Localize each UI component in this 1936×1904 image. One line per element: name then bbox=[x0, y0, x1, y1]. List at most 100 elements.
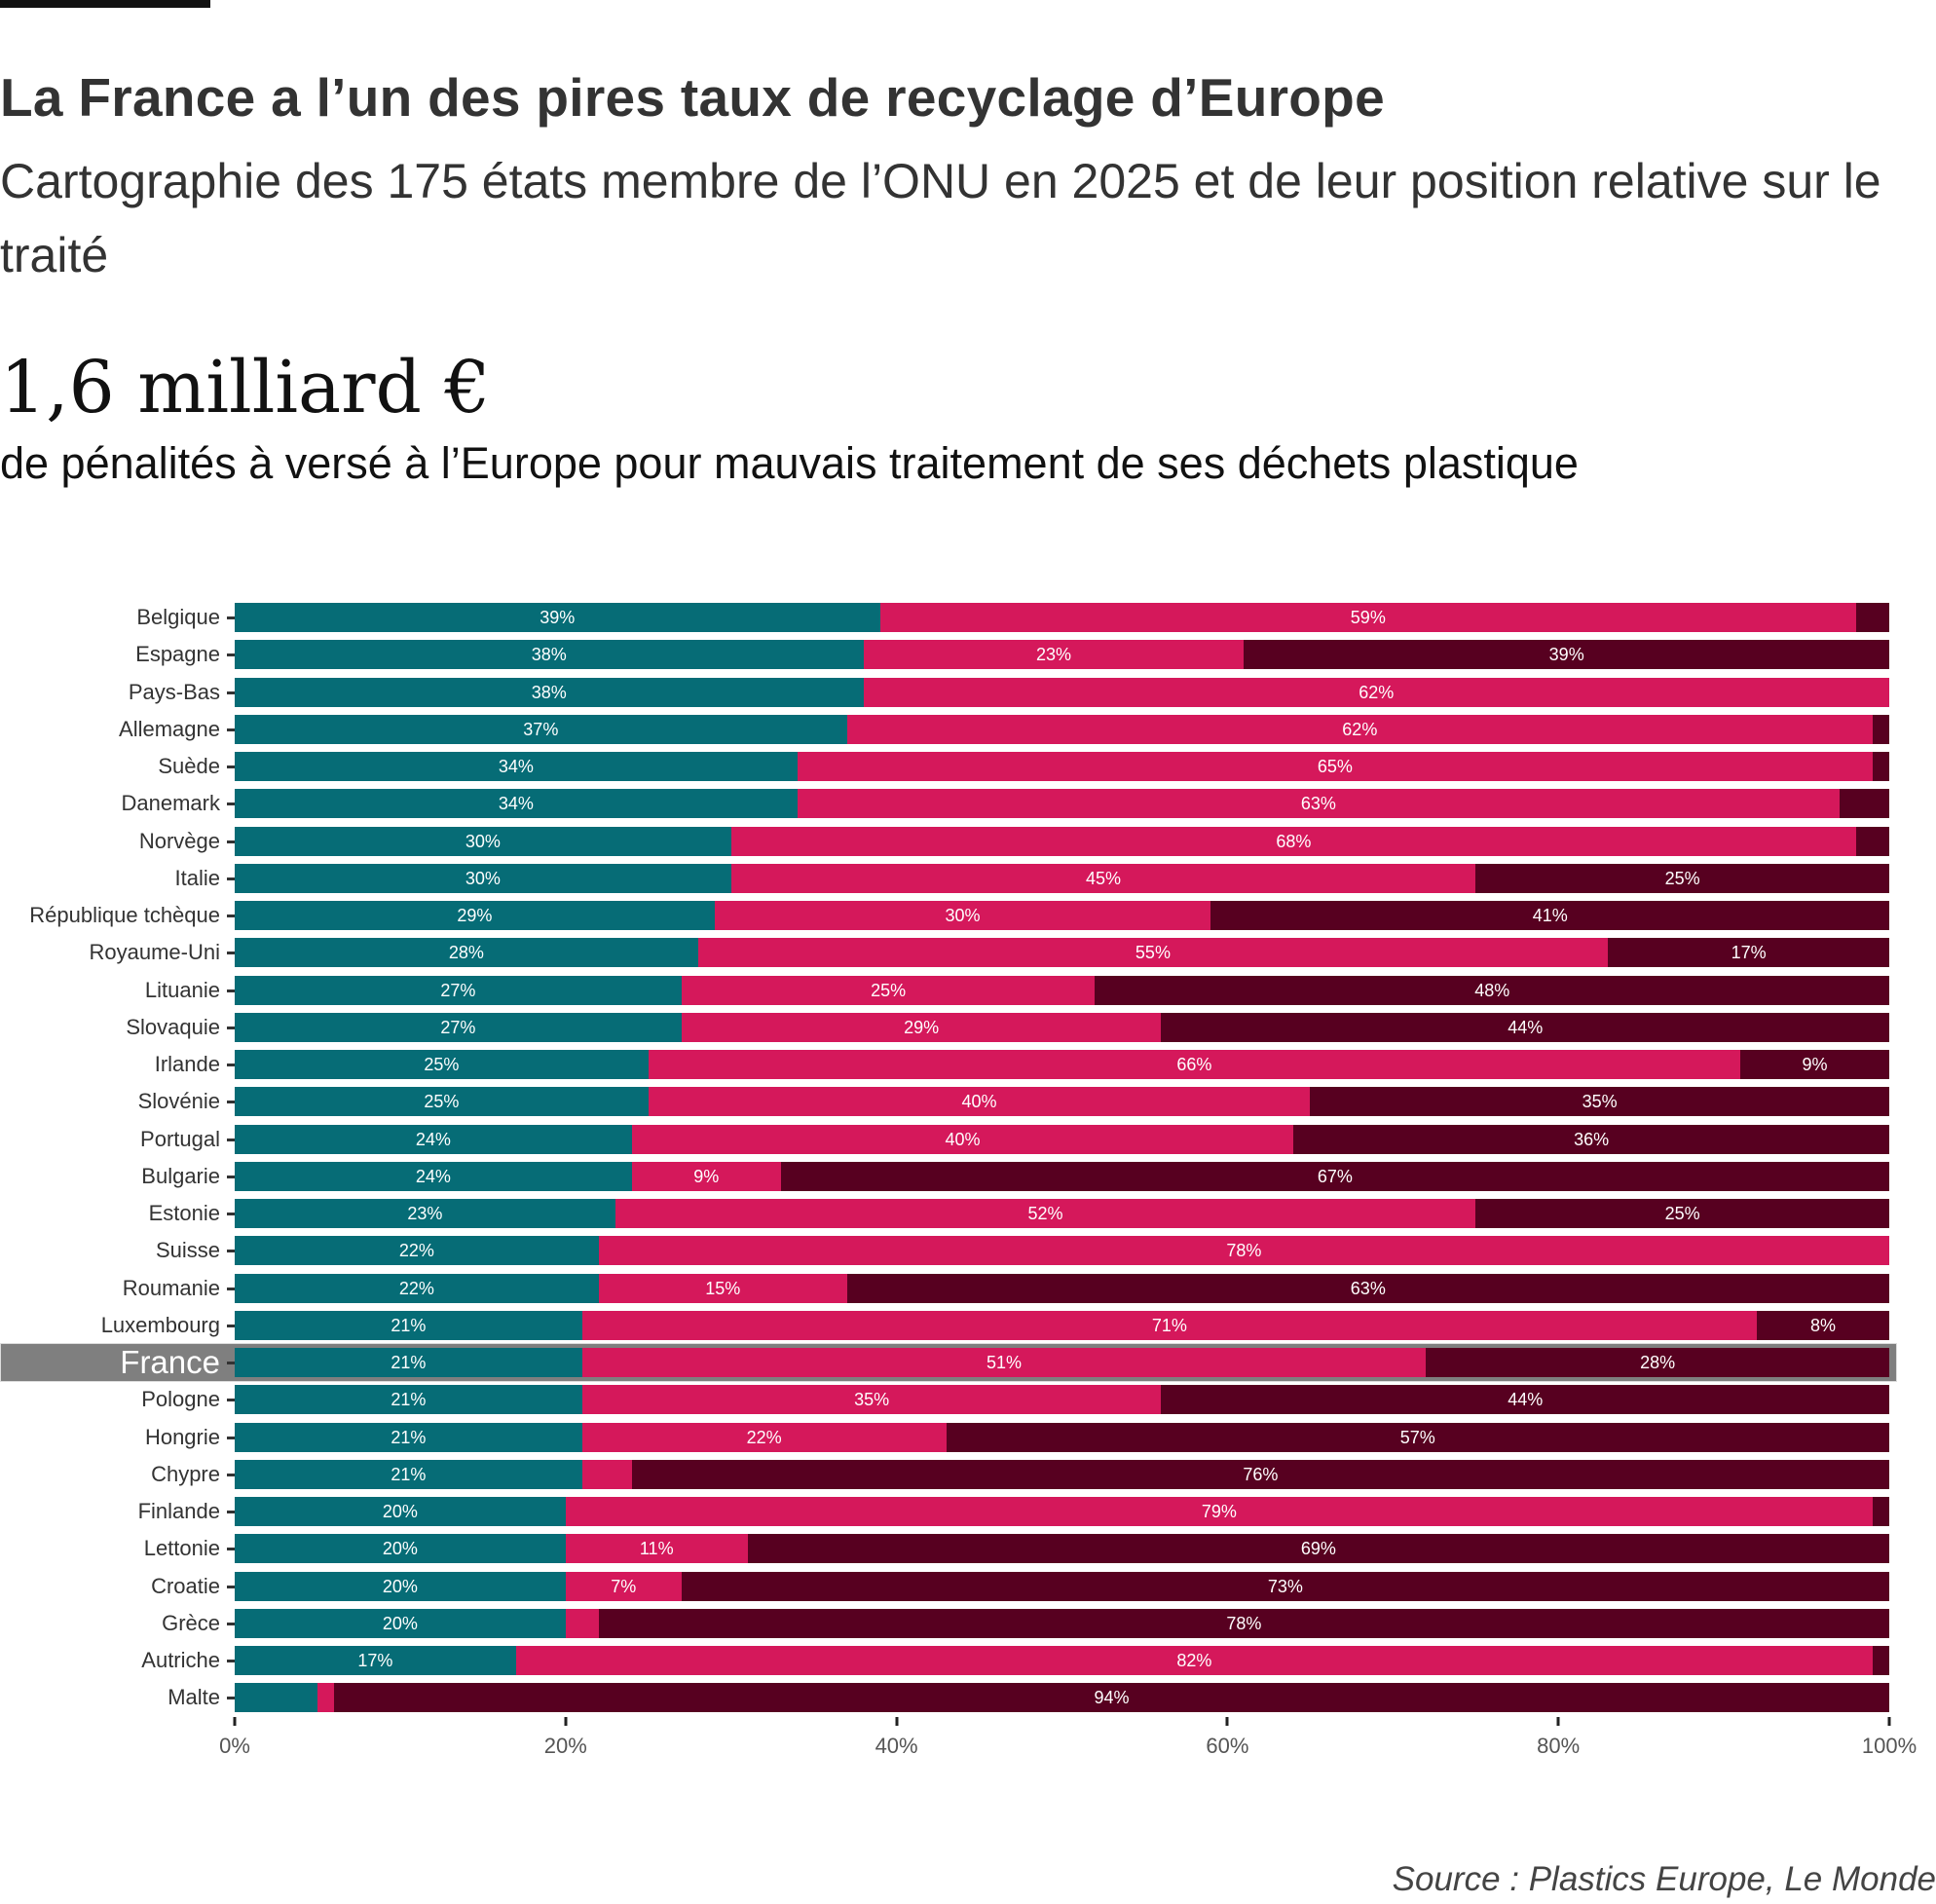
y-tick bbox=[227, 989, 235, 992]
bar-segment bbox=[1856, 603, 1889, 632]
bar-value-label: 9% bbox=[693, 1166, 720, 1186]
bar-value-label: 25% bbox=[424, 1055, 460, 1074]
bar-segment bbox=[316, 1683, 334, 1713]
y-tick bbox=[227, 1660, 235, 1662]
row-label: Pays-Bas bbox=[128, 679, 220, 704]
bar-segment bbox=[1095, 975, 1889, 1005]
x-tick bbox=[1887, 1717, 1891, 1726]
bar-value-label: 45% bbox=[1085, 868, 1121, 888]
bar-segment bbox=[648, 1087, 1311, 1117]
bar-value-label: 57% bbox=[1399, 1427, 1435, 1447]
bar-value-label: 66% bbox=[1176, 1055, 1212, 1074]
bar-segment bbox=[598, 1608, 1889, 1638]
bar-segment bbox=[235, 1534, 566, 1564]
bar-value-label: 15% bbox=[705, 1278, 741, 1298]
row-label: Estonie bbox=[148, 1201, 220, 1225]
bar-value-label: 62% bbox=[1342, 719, 1378, 739]
y-tick bbox=[227, 1101, 235, 1104]
row-label: Grèce bbox=[162, 1610, 220, 1635]
bar-segment bbox=[235, 1459, 582, 1489]
row-label: Slovaquie bbox=[126, 1014, 220, 1039]
bar-value-label: 20% bbox=[382, 1576, 418, 1596]
y-tick bbox=[227, 1138, 235, 1141]
bar-value-label: 11% bbox=[639, 1539, 674, 1559]
bar-segment bbox=[235, 1012, 682, 1042]
bar-value-label: 22% bbox=[398, 1278, 434, 1298]
y-tick bbox=[227, 1287, 235, 1290]
row-label: Autriche bbox=[141, 1648, 220, 1672]
row-label: Bulgarie bbox=[141, 1163, 220, 1188]
y-tick bbox=[227, 803, 235, 806]
bar-segment bbox=[681, 1571, 1889, 1601]
bar-segment bbox=[235, 752, 798, 781]
bar-segment bbox=[1210, 901, 1889, 930]
bar-segment bbox=[581, 1310, 1758, 1340]
bar-segment bbox=[1310, 1087, 1889, 1117]
bar-value-label: 9% bbox=[1802, 1055, 1828, 1074]
bar-segment bbox=[235, 603, 880, 632]
bar-value-label: 68% bbox=[1276, 831, 1312, 851]
bar-segment bbox=[1161, 1385, 1889, 1415]
bar-value-label: 22% bbox=[398, 1241, 434, 1261]
x-tick-label: 40% bbox=[875, 1734, 918, 1758]
bar-value-label: 52% bbox=[1027, 1204, 1063, 1223]
bar-value-label: 63% bbox=[1350, 1278, 1386, 1298]
row-label: Luxembourg bbox=[100, 1312, 220, 1337]
chart-subtitle: Cartographie des 175 états membre de l’O… bbox=[0, 154, 1881, 282]
y-tick bbox=[227, 1399, 235, 1402]
bar-value-label: 44% bbox=[1508, 1390, 1544, 1410]
bar-value-label: 34% bbox=[498, 794, 534, 814]
bar-segment bbox=[681, 1012, 1162, 1042]
row-label: Hongrie bbox=[144, 1424, 220, 1449]
bar-segment bbox=[1475, 1199, 1889, 1228]
bar-segment bbox=[235, 1571, 566, 1601]
bar-value-label: 25% bbox=[1664, 868, 1700, 888]
bar-segment bbox=[581, 1422, 947, 1452]
bar-segment bbox=[863, 640, 1245, 670]
bar-value-label: 69% bbox=[1300, 1539, 1336, 1559]
bar-segment bbox=[235, 1199, 615, 1228]
bar-value-label: 44% bbox=[1508, 1017, 1544, 1037]
y-tick bbox=[227, 1436, 235, 1439]
bar-value-label: 67% bbox=[1317, 1166, 1353, 1186]
bar-value-label: 20% bbox=[382, 1502, 418, 1521]
bar-value-label: 30% bbox=[465, 868, 501, 888]
y-tick bbox=[227, 915, 235, 917]
x-tick-label: 0% bbox=[219, 1734, 250, 1758]
bar-segment bbox=[1873, 1646, 1889, 1675]
row-label: Lituanie bbox=[144, 977, 220, 1002]
x-tick-label: 60% bbox=[1206, 1734, 1249, 1758]
bar-segment bbox=[946, 1422, 1889, 1452]
bar-segment bbox=[235, 826, 731, 856]
x-tick bbox=[1225, 1717, 1229, 1726]
bar-segment bbox=[235, 1348, 582, 1377]
bar-value-label: 55% bbox=[1135, 943, 1171, 963]
bar-value-label: 27% bbox=[440, 1017, 476, 1037]
bar-segment bbox=[235, 1385, 582, 1415]
bar-value-label: 39% bbox=[1548, 645, 1584, 665]
y-tick bbox=[227, 952, 235, 955]
key-figure-caption: de pénalités à versé à l’Europe pour mau… bbox=[0, 438, 1579, 488]
bar-value-label: 21% bbox=[391, 1353, 427, 1372]
bar-segment bbox=[235, 1310, 582, 1340]
bar-segment bbox=[1161, 1012, 1889, 1042]
row-label: Espagne bbox=[135, 642, 220, 667]
bar-segment bbox=[747, 1534, 1889, 1564]
bar-value-label: 25% bbox=[1664, 1204, 1700, 1223]
y-tick bbox=[227, 653, 235, 657]
bar-value-label: 20% bbox=[382, 1613, 418, 1633]
bar-segment bbox=[697, 938, 1609, 968]
row-label: Finlande bbox=[137, 1499, 220, 1523]
bar-value-label: 38% bbox=[531, 645, 567, 665]
bar-segment bbox=[235, 1124, 632, 1154]
bar-value-label: 27% bbox=[440, 980, 476, 1000]
row-label: Lettonie bbox=[143, 1536, 220, 1561]
bar-value-label: 21% bbox=[391, 1427, 427, 1447]
row-label: Danemark bbox=[121, 791, 220, 816]
bar-value-label: 35% bbox=[1582, 1092, 1618, 1112]
bar-value-label: 23% bbox=[407, 1204, 443, 1223]
x-tick bbox=[895, 1717, 899, 1726]
y-tick bbox=[227, 840, 235, 843]
bar-segment bbox=[235, 1087, 649, 1117]
bar-value-label: 21% bbox=[391, 1464, 427, 1484]
